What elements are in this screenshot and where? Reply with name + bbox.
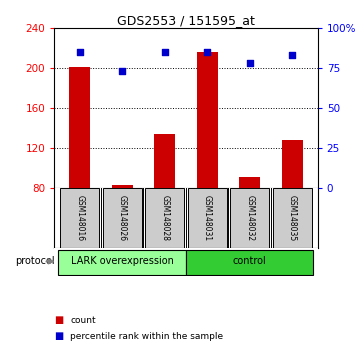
Bar [273,188,312,248]
Bar [58,250,186,275]
Point [119,68,125,74]
Bar [145,188,184,248]
Bar [69,67,90,188]
Text: control: control [233,256,266,267]
Bar [112,185,133,188]
Text: ■: ■ [54,315,64,325]
Text: GSM148032: GSM148032 [245,195,254,241]
Bar [239,177,260,188]
Bar [60,188,99,248]
Bar [282,140,303,188]
Bar [154,134,175,188]
Text: LARK overexpression: LARK overexpression [71,256,174,267]
Text: GSM148026: GSM148026 [118,195,127,241]
Bar [103,188,142,248]
Title: GDS2553 / 151595_at: GDS2553 / 151595_at [117,14,255,27]
Bar [230,188,269,248]
Text: GSM148035: GSM148035 [288,195,297,241]
Text: count: count [70,316,96,325]
Text: percentile rank within the sample: percentile rank within the sample [70,332,223,341]
Point [247,61,253,66]
Point [204,49,210,55]
Text: GSM148028: GSM148028 [160,195,169,241]
Text: GSM148016: GSM148016 [75,195,84,241]
Text: protocol: protocol [16,256,55,267]
Text: ■: ■ [54,331,64,341]
Point [289,52,295,58]
Point [162,49,168,55]
Text: GSM148031: GSM148031 [203,195,212,241]
Bar [186,250,313,275]
Bar [196,52,218,188]
Point [77,49,83,55]
Bar [188,188,227,248]
